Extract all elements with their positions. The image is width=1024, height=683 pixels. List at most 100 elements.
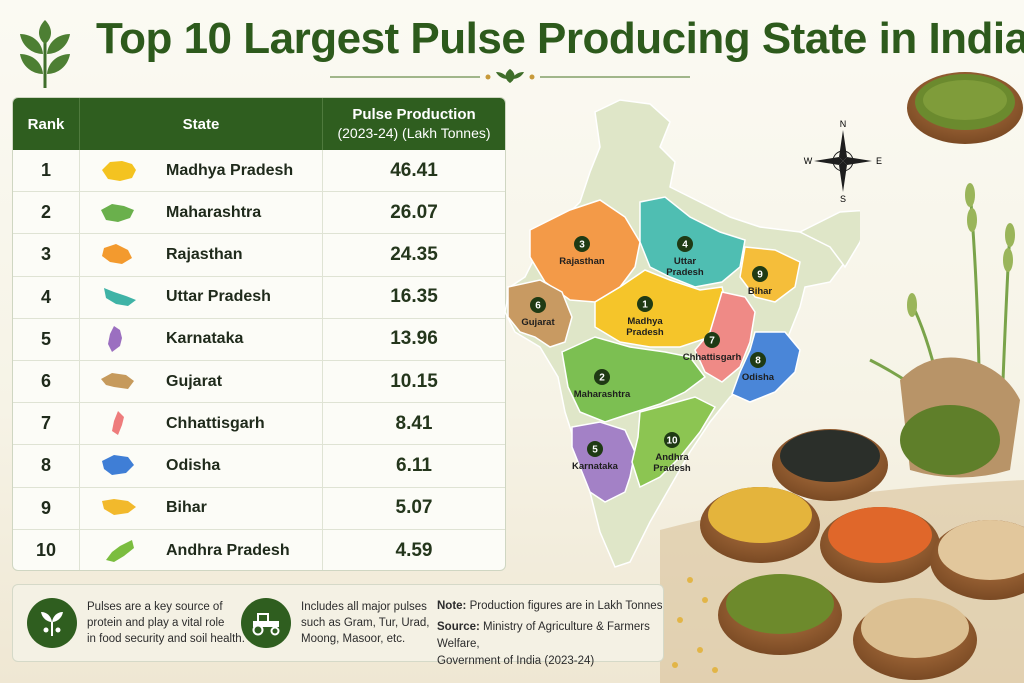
map-label: 2 Maharashtra bbox=[574, 369, 631, 400]
table-row: 8 Odisha 6.11 bbox=[13, 445, 505, 488]
production-cell: 46.41 bbox=[390, 159, 438, 181]
northeast-region bbox=[798, 209, 860, 269]
state-shape-icon bbox=[102, 243, 132, 264]
moong-bowl-bottom bbox=[718, 574, 842, 655]
source-text-line1: Ministry of Agriculture & Farmers Welfar… bbox=[437, 621, 650, 650]
state-name: Bihar bbox=[166, 499, 207, 517]
header-production-line2: (2023-24) (Lakh Tonnes) bbox=[337, 125, 491, 141]
pulses-decoration bbox=[660, 72, 1024, 683]
map-rank-number: 9 bbox=[757, 270, 763, 281]
production-cell: 16.35 bbox=[390, 286, 438, 308]
production-cell: 26.07 bbox=[390, 201, 438, 223]
state-bihar bbox=[739, 246, 801, 303]
production-cell: 4.59 bbox=[395, 539, 433, 561]
production-cell: 24.35 bbox=[390, 243, 438, 265]
footer-item1-line3: in food security and soil health. bbox=[87, 633, 245, 645]
map-rank-number: 8 bbox=[755, 356, 761, 367]
map-rank-badge bbox=[752, 266, 768, 282]
production-cell: 5.07 bbox=[395, 497, 433, 519]
map-rank-badge bbox=[574, 236, 590, 252]
map-rank-badge bbox=[594, 369, 610, 385]
table-row: 6 Gujarat 10.15 bbox=[13, 360, 505, 404]
map-state-label: Andhra bbox=[655, 452, 689, 463]
map-rank-badge bbox=[587, 441, 603, 457]
state-cell: Rajasthan bbox=[80, 234, 323, 276]
map-rank-badge bbox=[704, 332, 720, 348]
map-state-label: Karnataka bbox=[572, 461, 619, 472]
state-shape-icon bbox=[102, 499, 136, 516]
rank-cell: 3 bbox=[13, 234, 80, 276]
state-shape-icon bbox=[101, 203, 134, 222]
urad-bowl bbox=[772, 429, 888, 501]
map-state-label: Gujarat bbox=[521, 317, 555, 328]
pulse-sack bbox=[900, 357, 1020, 478]
state-name: Madhya Pradesh bbox=[166, 161, 294, 179]
footer-item2-line1: Includes all major pulses bbox=[301, 601, 427, 613]
page-title: Top 10 Largest Pulse Producing State in … bbox=[96, 14, 1024, 63]
rank-cell: 7 bbox=[13, 403, 80, 445]
map-rank-badge bbox=[530, 297, 546, 313]
production-cell: 10.15 bbox=[390, 370, 438, 392]
state-name: Andhra Pradesh bbox=[166, 541, 290, 559]
map-label: 3 Rajasthan bbox=[559, 236, 605, 267]
map-state-label: Rajasthan bbox=[559, 256, 605, 267]
production-table: Rank State Pulse Production (2023-24) (L… bbox=[12, 97, 506, 571]
tractor-icon bbox=[241, 598, 291, 648]
map-state-label: Madhya bbox=[627, 316, 663, 327]
state-cell: Bihar bbox=[80, 487, 323, 529]
header-state: State bbox=[80, 98, 323, 150]
chickpea-bowl-right bbox=[930, 520, 1024, 600]
state-cell: Uttar Pradesh bbox=[80, 276, 323, 318]
map-state-label: Uttar bbox=[674, 256, 696, 267]
map-state-label: Pradesh bbox=[626, 327, 664, 338]
toor-dal-bowl bbox=[700, 487, 820, 563]
state-name: Chhattisgarh bbox=[166, 414, 265, 432]
state-cell: Gujarat bbox=[80, 360, 323, 403]
state-name: Karnataka bbox=[166, 330, 244, 348]
table-row: 3 Rajasthan 24.35 bbox=[13, 234, 505, 277]
rank-cell: 9 bbox=[13, 487, 80, 529]
compass-north: N bbox=[840, 119, 847, 129]
rank-cell: 6 bbox=[13, 360, 80, 403]
state-shape-icon bbox=[106, 539, 134, 562]
map-state-label: Bihar bbox=[748, 286, 773, 297]
state-cell: Andhra Pradesh bbox=[80, 529, 323, 570]
state-shape-icon bbox=[104, 288, 136, 307]
map-label: 8 Odisha bbox=[742, 352, 775, 383]
state-cell: Chhattisgarh bbox=[80, 403, 323, 445]
header-rank: Rank bbox=[13, 98, 80, 150]
map-state-label: Odisha bbox=[742, 372, 775, 383]
map-label: 9 Bihar bbox=[748, 266, 773, 297]
map-rank-badge bbox=[677, 236, 693, 252]
source-label: Source: bbox=[437, 621, 480, 633]
map-rank-badge bbox=[637, 296, 653, 312]
table-row: 4 Uttar Pradesh 16.35 bbox=[13, 276, 505, 319]
table-row: 7 Chhattisgarh 8.41 bbox=[13, 403, 505, 446]
footer-note: Note: Production figures are in Lakh Ton… bbox=[437, 598, 663, 670]
state-name: Rajasthan bbox=[166, 245, 243, 263]
compass-east: E bbox=[876, 156, 882, 166]
map-rank-number: 2 bbox=[599, 373, 605, 384]
rank-cell: 1 bbox=[13, 150, 80, 192]
compass-south: S bbox=[840, 194, 846, 204]
footer-item2-line2: such as Gram, Tur, Urad, bbox=[301, 617, 430, 629]
map-rank-number: 6 bbox=[535, 301, 541, 312]
production-cell: 6.11 bbox=[396, 454, 432, 476]
map-label: 5 Karnataka bbox=[572, 441, 619, 472]
header-production-line1: Pulse Production bbox=[352, 106, 476, 123]
footer-item2-text: Includes all major pulses such as Gram, … bbox=[301, 599, 429, 647]
production-cell: 13.96 bbox=[390, 328, 438, 350]
table-body: 1 Madhya Pradesh 46.41 2 Maharashtra 26.07 3 Ra… bbox=[13, 150, 505, 570]
note-text: Production figures are in Lakh Tonnes bbox=[469, 600, 663, 612]
footer-item1-line2: protein and play a vital role bbox=[87, 617, 225, 629]
table-row: 1 Madhya Pradesh 46.41 bbox=[13, 150, 505, 193]
rank-cell: 8 bbox=[13, 445, 80, 487]
state-cell: Maharashtra bbox=[80, 192, 323, 234]
footer-info: Pulses are a key source of protein and p… bbox=[12, 584, 664, 667]
state-shape-icon bbox=[101, 372, 134, 389]
state-name: Maharashtra bbox=[166, 203, 262, 221]
map-rank-number: 5 bbox=[592, 445, 598, 456]
